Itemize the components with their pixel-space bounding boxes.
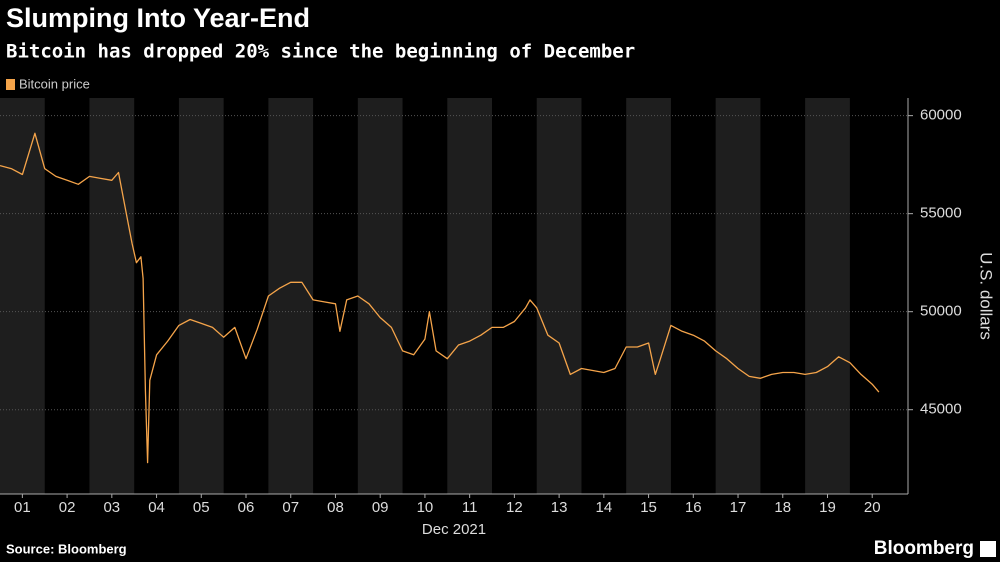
day-band bbox=[626, 98, 671, 494]
x-tick-label: 06 bbox=[238, 499, 255, 516]
day-band bbox=[357, 98, 403, 494]
x-tick-label: 07 bbox=[282, 499, 299, 516]
x-tick-label: 14 bbox=[595, 499, 612, 516]
day-band bbox=[178, 98, 224, 494]
x-tick-label: 19 bbox=[819, 499, 836, 516]
source: Source: Bloomberg bbox=[6, 541, 127, 556]
day-band bbox=[0, 98, 45, 494]
x-tick-label: 10 bbox=[417, 499, 434, 516]
x-tick-label: 09 bbox=[372, 499, 389, 516]
price-line bbox=[0, 132, 880, 464]
y-tick-label: 60000 bbox=[920, 107, 962, 124]
y-tick-label: 45000 bbox=[920, 401, 962, 418]
day-band bbox=[447, 98, 493, 494]
y-axis-label: U.S. dollars bbox=[977, 252, 996, 340]
brand-icon bbox=[980, 541, 996, 557]
plot-area: 45000 50000 55000 60000 01 02 03 04 05 06 07 08 09 10… bbox=[0, 98, 996, 538]
x-tick-label: 02 bbox=[59, 499, 76, 516]
chart-title: Slumping Into Year-End bbox=[6, 3, 310, 33]
legend-label: Bitcoin price bbox=[19, 76, 90, 91]
x-tick-label: 15 bbox=[640, 499, 657, 516]
x-tick-label: 12 bbox=[506, 499, 523, 516]
day-band bbox=[89, 98, 135, 494]
x-tick-label: 08 bbox=[327, 499, 344, 516]
x-tick-label: 16 bbox=[685, 499, 702, 516]
legend-swatch bbox=[6, 79, 15, 90]
x-tick-label: 04 bbox=[148, 499, 165, 516]
chart-subtitle: Bitcoin has dropped 20% since the beginn… bbox=[6, 41, 635, 63]
day-band bbox=[715, 98, 761, 494]
x-tick-label: 01 bbox=[14, 499, 31, 516]
x-tick-label: 17 bbox=[730, 499, 747, 516]
brand: Bloomberg bbox=[874, 538, 974, 559]
y-tick-label: 55000 bbox=[920, 205, 962, 222]
x-tick-label: 20 bbox=[864, 499, 881, 516]
x-tick-label: 11 bbox=[462, 499, 478, 516]
day-band bbox=[805, 98, 850, 494]
x-tick-label: 03 bbox=[103, 499, 120, 516]
x-axis-label: Dec 2021 bbox=[422, 521, 486, 538]
y-tick-label: 50000 bbox=[920, 303, 962, 320]
day-band bbox=[536, 98, 582, 494]
x-tick-label: 05 bbox=[193, 499, 210, 516]
x-tick-label: 18 bbox=[774, 499, 791, 516]
day-band bbox=[268, 98, 314, 494]
x-tick-label: 13 bbox=[551, 499, 568, 516]
